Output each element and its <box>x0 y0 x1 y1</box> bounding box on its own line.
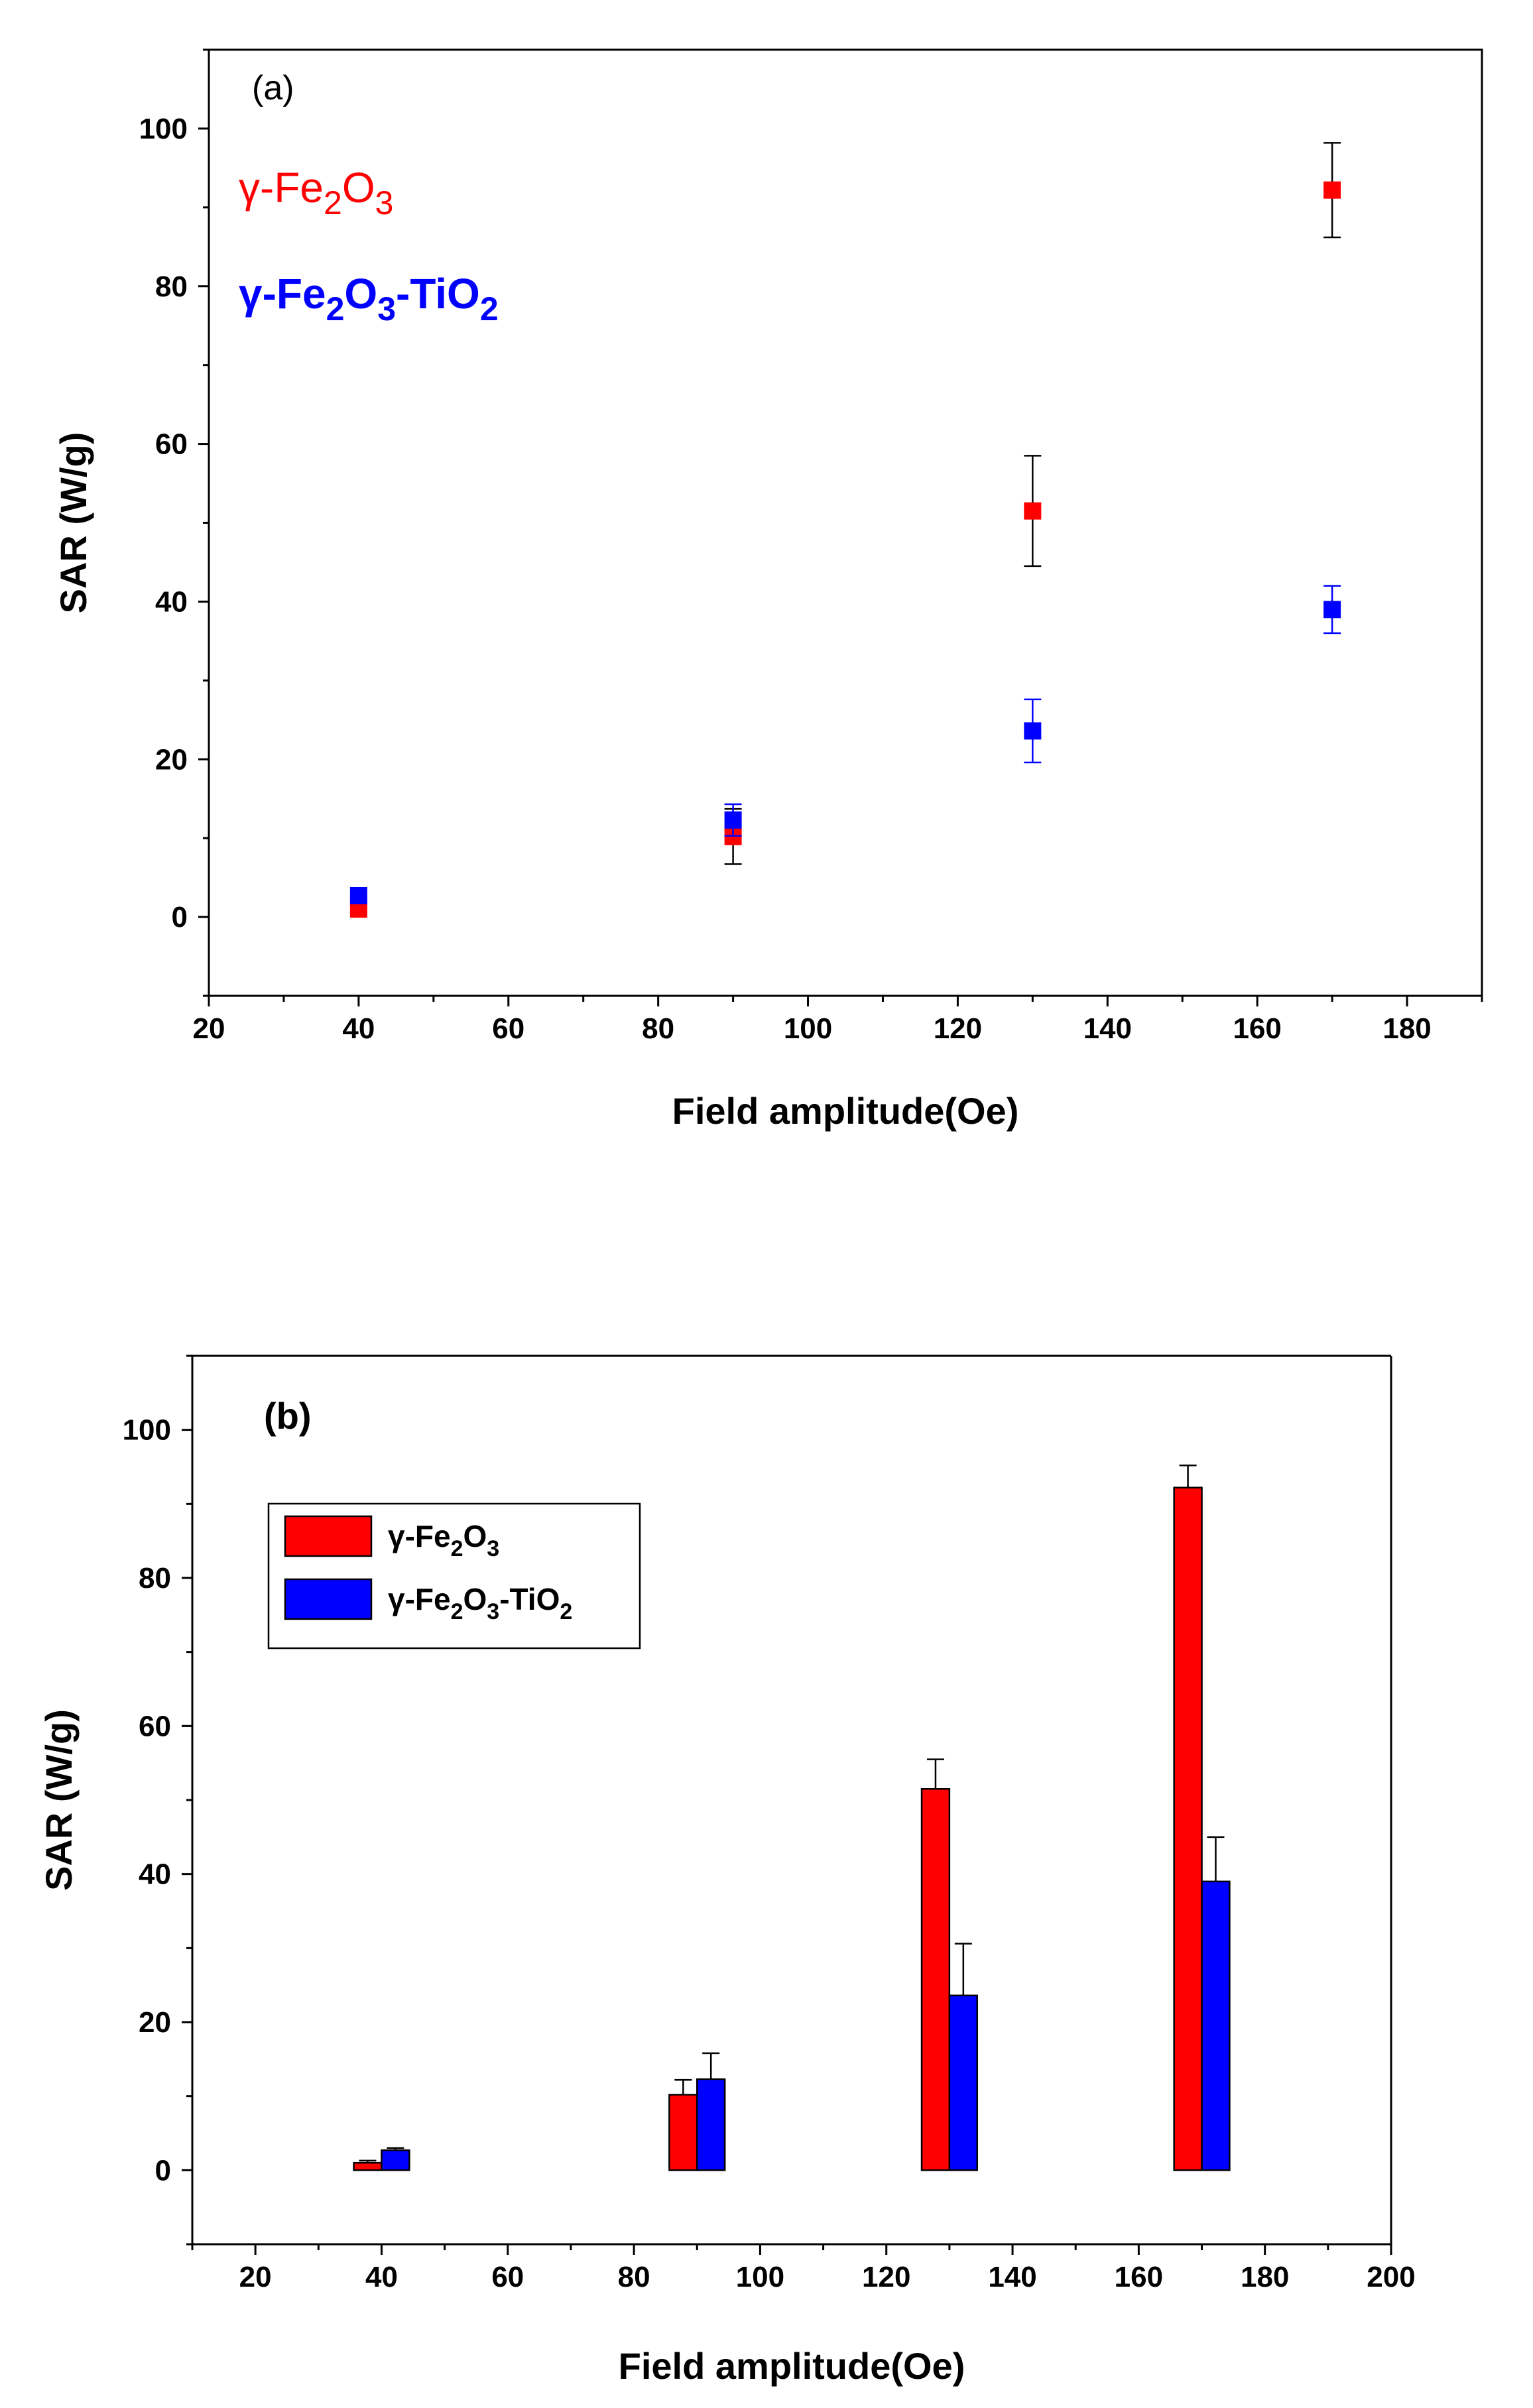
x-axis-label: Field amplitude(Oe) <box>619 2345 965 2387</box>
y-tick-label: 40 <box>139 1858 171 1891</box>
legend-label-fe2o3-tio2: γ-Fe2O3-TiO2 <box>388 1582 572 1624</box>
x-tick-label: 100 <box>736 2261 784 2293</box>
y-tick-label: 100 <box>123 1414 171 1447</box>
series-fe2o3-tio2 <box>381 1836 1231 2171</box>
x-tick-label: 20 <box>193 1012 225 1045</box>
bar <box>920 1788 951 2171</box>
x-tick-label: 180 <box>1241 2261 1289 2293</box>
y-tick-label: 0 <box>172 901 188 933</box>
data-point <box>1024 722 1042 740</box>
series-fe2o3 <box>349 142 1341 918</box>
bar <box>948 1994 979 2171</box>
y-axis-label: SAR (W/g) <box>52 432 94 614</box>
data-point <box>724 811 742 829</box>
x-tick-label: 60 <box>491 2261 524 2293</box>
x-tick-label: 180 <box>1382 1012 1431 1045</box>
bar <box>668 2094 698 2171</box>
legend-label-fe2o3-tio2: γ-Fe2O3-TiO2 <box>239 270 499 328</box>
axes: 20 40 60 80 100 120 140 160 180 200 0 20 40 60 80 100 Fi… <box>38 1354 1416 2387</box>
axes: 20 40 60 80 100 120 140 160 180 0 20 40 60 80 100 Field… <box>52 48 1483 1132</box>
y-tick-label: 20 <box>155 743 188 776</box>
y-tick-label: 60 <box>155 428 188 461</box>
x-tick-label: 160 <box>1233 1012 1281 1045</box>
panel-label: (b) <box>264 1395 312 1437</box>
x-tick-label: 80 <box>618 2261 650 2293</box>
series-fe2o3 <box>353 1465 1203 2171</box>
x-tick-label: 100 <box>784 1012 832 1045</box>
bar <box>1201 1880 1231 2171</box>
series-fe2o3-tio2 <box>349 585 1341 904</box>
y-tick-label: 40 <box>155 585 188 618</box>
x-tick-label: 60 <box>492 1012 524 1045</box>
legend-swatch-fe2o3 <box>284 1515 373 1557</box>
y-tick-label: 60 <box>139 1710 171 1742</box>
y-tick-label: 100 <box>139 113 188 145</box>
y-tick-label: 0 <box>155 2154 171 2187</box>
x-tick-label: 160 <box>1115 2261 1163 2293</box>
y-axis-label: SAR (W/g) <box>38 1709 80 1891</box>
x-tick-label: 40 <box>342 1012 375 1045</box>
data-point <box>1024 502 1042 520</box>
x-tick-label: 80 <box>642 1012 674 1045</box>
legend: γ-Fe2O3 γ-Fe2O3-TiO2 <box>239 164 499 328</box>
x-tick-label: 40 <box>365 2261 398 2293</box>
legend: γ-Fe2O3 γ-Fe2O3-TiO2 <box>267 1502 641 1650</box>
legend-swatch-fe2o3-tio2 <box>284 1578 373 1620</box>
bar <box>1173 1486 1203 2171</box>
x-tick-label: 20 <box>239 2261 272 2293</box>
y-tick-label: 80 <box>155 271 188 303</box>
legend-label-fe2o3: γ-Fe2O3 <box>239 164 393 221</box>
x-tick-label: 120 <box>862 2261 910 2293</box>
x-tick-label: 140 <box>1083 1012 1132 1045</box>
x-tick-label: 140 <box>988 2261 1036 2293</box>
data-point <box>349 886 367 904</box>
y-tick-label: 20 <box>139 2006 171 2039</box>
panel-b-bar-chart: 20 40 60 80 100 120 140 160 180 200 0 20 40 60 80 100 Fi… <box>38 1354 1416 2387</box>
bar <box>696 2078 726 2171</box>
x-axis-label: Field amplitude(Oe) <box>672 1090 1019 1132</box>
x-tick-label: 200 <box>1367 2261 1415 2293</box>
bar <box>381 2149 410 2171</box>
plot-frame <box>208 48 1483 997</box>
bar <box>353 2161 383 2171</box>
y-tick-label: 80 <box>139 1562 171 1595</box>
panel-label: (a) <box>252 69 294 107</box>
data-point <box>1323 181 1341 199</box>
panel-a-scatter-chart: 20 40 60 80 100 120 140 160 180 0 20 40 60 80 100 Field… <box>52 48 1483 1132</box>
legend-label-fe2o3: γ-Fe2O3 <box>388 1519 499 1561</box>
data-point <box>1323 601 1341 619</box>
x-tick-label: 120 <box>934 1012 982 1045</box>
